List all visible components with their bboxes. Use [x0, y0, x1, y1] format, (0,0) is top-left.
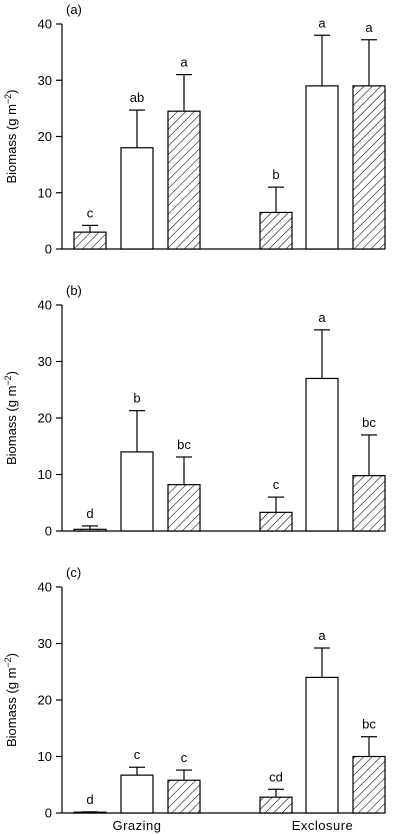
significance-letter: bc: [362, 415, 376, 430]
y-tick-label: 20: [38, 129, 52, 144]
bar-exclosure-2: [305, 377, 339, 532]
y-tick-label: 10: [38, 467, 52, 482]
y-tick-label: 20: [38, 411, 52, 426]
significance-letter: c: [87, 205, 94, 220]
bar-grazing-2: [120, 774, 154, 814]
y-axis-title-main: Biomass (g m: [4, 386, 19, 465]
y-axis-title-close: ): [4, 89, 19, 93]
significance-letter: c: [134, 747, 141, 762]
y-axis-title: Biomass (g m−2): [3, 653, 19, 747]
significance-letter: a: [180, 55, 188, 70]
significance-letter: a: [318, 15, 326, 30]
significance-letter: d: [86, 792, 93, 807]
y-tick-label: 40: [38, 580, 52, 595]
bar-grazing-1: [73, 528, 107, 532]
significance-letter: bc: [177, 437, 191, 452]
y-axis-title: Biomass (g m−2): [3, 371, 19, 465]
chart-panel-3: 0 10 20 30 40 Biomass (g m−2) (c) d c c Grazing cd a…: [3, 565, 386, 833]
y-tick-label: 20: [38, 693, 52, 708]
y-tick-label: 30: [38, 73, 52, 88]
y-tick-label: 0: [45, 524, 52, 539]
significance-letter: a: [318, 628, 326, 643]
y-tick-label: 30: [38, 636, 52, 651]
y-tick-label: 10: [38, 749, 52, 764]
category-label-exclosure: Exclosure: [292, 818, 354, 833]
significance-letter: b: [133, 391, 140, 406]
bar-exclosure-3: [352, 85, 386, 250]
bar-exclosure-3: [352, 475, 386, 532]
significance-letter: ab: [130, 90, 144, 105]
significance-letter: a: [365, 20, 373, 35]
y-tick-label: 0: [45, 806, 52, 821]
y-tick-label: 40: [38, 298, 52, 313]
y-tick-label: 10: [38, 185, 52, 200]
bar-grazing-1: [73, 231, 107, 250]
category-label-grazing: Grazing: [112, 818, 161, 833]
y-axis-title-close: ): [4, 371, 19, 375]
panel-label: (b): [66, 283, 82, 298]
bar-grazing-3: [167, 779, 201, 814]
chart-panel-2: 0 10 20 30 40 Biomass (g m−2) (b) d b bc c a bc: [3, 283, 386, 539]
y-axis-title-superscript: −2: [3, 375, 13, 385]
significance-letter: c: [181, 750, 188, 765]
y-tick-label: 40: [38, 17, 52, 32]
y-axis-title-superscript: −2: [3, 94, 13, 104]
significance-letter: bc: [362, 717, 376, 732]
y-axis-title-superscript: −2: [3, 657, 13, 667]
y-axis-title-main: Biomass (g m: [4, 104, 19, 183]
significance-letter: d: [86, 506, 93, 521]
bar-exclosure-1: [259, 796, 293, 814]
y-axis-title-close: ): [4, 653, 19, 657]
y-tick-label: 0: [45, 242, 52, 257]
bar-grazing-2: [120, 451, 154, 532]
y-axis-title-main: Biomass (g m: [4, 668, 19, 747]
bar-exclosure-1: [259, 211, 293, 250]
panel-label: (a): [66, 2, 82, 17]
bar-grazing-3: [167, 110, 201, 250]
bar-exclosure-3: [352, 755, 386, 814]
bar-grazing-3: [167, 484, 201, 532]
panel-label: (c): [66, 565, 81, 580]
bar-grazing-2: [120, 147, 154, 250]
significance-letter: b: [272, 167, 279, 182]
significance-letter: c: [273, 477, 280, 492]
bar-exclosure-1: [259, 511, 293, 532]
bar-exclosure-2: [305, 85, 339, 250]
y-tick-label: 30: [38, 354, 52, 369]
bar-exclosure-2: [305, 676, 339, 814]
significance-letter: a: [318, 310, 326, 325]
y-axis-title: Biomass (g m−2): [3, 89, 19, 183]
significance-letter: cd: [269, 769, 283, 784]
